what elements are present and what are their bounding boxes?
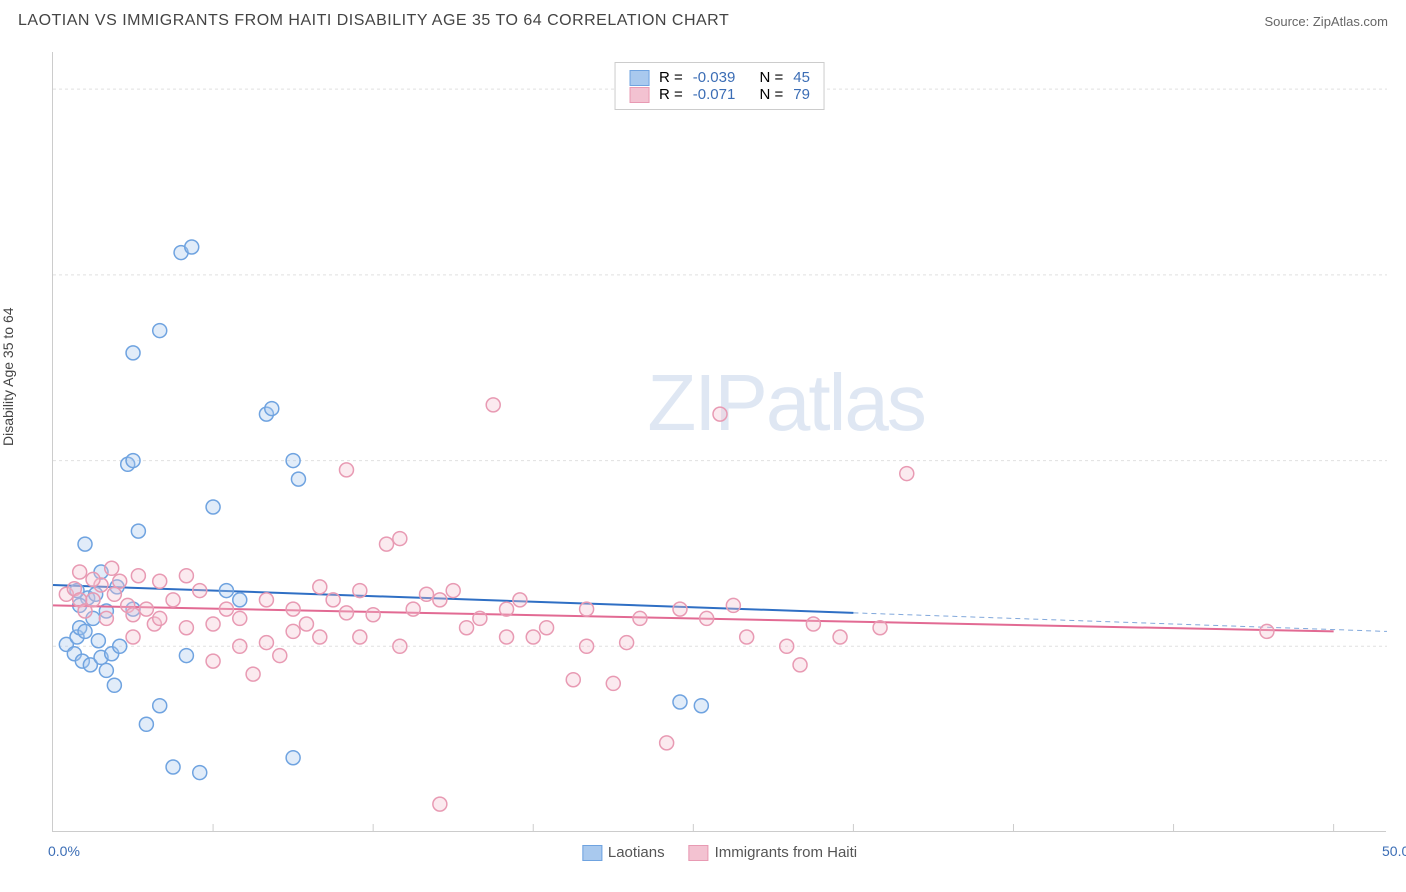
legend-label: Laotians: [608, 844, 665, 861]
r-label: R =: [659, 86, 683, 103]
x-tick-label: 0.0%: [48, 843, 80, 859]
r-value: -0.039: [693, 69, 736, 86]
legend-label: Immigrants from Haiti: [715, 844, 858, 861]
chart-title: LAOTIAN VS IMMIGRANTS FROM HAITI DISABIL…: [18, 12, 729, 30]
legend-swatch-icon: [629, 87, 649, 103]
y-axis-label: Disability Age 35 to 64: [0, 307, 16, 446]
legend-item: Immigrants from Haiti: [689, 844, 858, 861]
legend-swatch-icon: [629, 70, 649, 86]
legend-swatch-icon: [582, 845, 602, 861]
n-label: N =: [760, 69, 784, 86]
watermark-bold: ZIP: [647, 358, 765, 447]
source-attribution: Source: ZipAtlas.com: [1264, 14, 1388, 29]
watermark-thin: atlas: [766, 358, 925, 447]
chart-plot-area: ZIPatlas R = -0.039 N = 45 R = -0.071 N …: [52, 52, 1386, 832]
correlation-stats-legend: R = -0.039 N = 45 R = -0.071 N = 79: [614, 62, 825, 110]
legend-swatch-icon: [689, 845, 709, 861]
n-value: 45: [793, 69, 810, 86]
x-tick-label: 50.0%: [1382, 843, 1406, 859]
n-value: 79: [793, 86, 810, 103]
watermark: ZIPatlas: [647, 357, 924, 449]
scatter-plot-svg: [53, 52, 353, 202]
r-label: R =: [659, 69, 683, 86]
r-value: -0.071: [693, 86, 736, 103]
series-legend: Laotians Immigrants from Haiti: [582, 844, 857, 861]
legend-item: Laotians: [582, 844, 665, 861]
stat-row: R = -0.039 N = 45: [629, 69, 810, 86]
n-label: N =: [760, 86, 784, 103]
stat-row: R = -0.071 N = 79: [629, 86, 810, 103]
source-name: ZipAtlas.com: [1313, 14, 1388, 29]
source-label: Source:: [1264, 14, 1312, 29]
